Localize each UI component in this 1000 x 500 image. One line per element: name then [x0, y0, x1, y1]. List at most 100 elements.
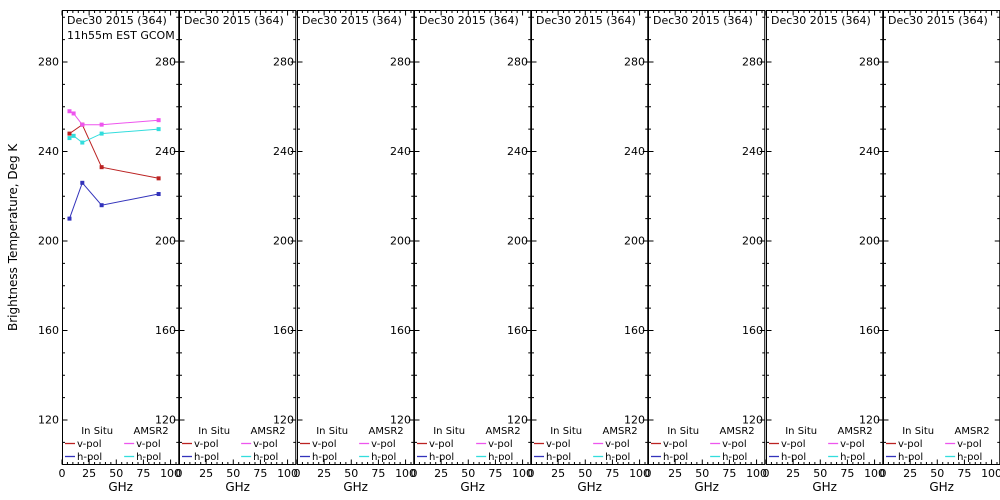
panel-subtitle: 11h55m EST GCOM [67, 29, 175, 42]
x-tick-label: 100 [160, 467, 181, 480]
panel-title: Dec30 2015 (364) [302, 14, 402, 27]
panel-title: Dec30 2015 (364) [419, 14, 519, 27]
x-axis-unit-label: GHz [929, 480, 954, 494]
legend-label: v-pol [136, 439, 161, 450]
series-marker-amsr2_h [80, 140, 85, 145]
y-tick-label: 120 [742, 414, 763, 427]
x-tick-label: 50 [109, 467, 123, 480]
panel-frame [882, 10, 1000, 465]
legend-header: In Situ [902, 426, 934, 437]
x-tick-label: 50 [227, 467, 241, 480]
panel-canvas: 280 240 200 160 120 0 25 50 75 100 GHz Dec30 2015 (… [273, 10, 416, 494]
plot-panel: 280 240 200 160 120 0 25 50 75 100 GHz Dec30 2015 (… [624, 10, 767, 494]
panel-title: Dec30 2015 (364) [536, 14, 636, 27]
legend-label: h-pol [781, 452, 806, 463]
y-tick-label: 280 [507, 56, 528, 69]
legend-header: In Situ [198, 426, 230, 437]
series-marker-amsr2_v [71, 111, 76, 116]
x-tick-label: 100 [629, 467, 650, 480]
legend-label: h-pol [429, 452, 454, 463]
y-tick-label: 120 [624, 414, 645, 427]
y-tick-label: 280 [859, 56, 880, 69]
y-tick-label: 160 [390, 324, 411, 337]
y-tick-label: 240 [38, 145, 59, 158]
series-marker-amsr2_h [99, 131, 104, 136]
plot-panel: 280 240 200 160 120 0 25 50 75 100 GHz Dec30 2015 (… [155, 10, 298, 494]
legend-label: v-pol [253, 439, 278, 450]
panel-canvas: 280 240 200 160 120 0 25 50 75 100 GHz Dec30 2015 (… [390, 10, 533, 494]
legend-label: v-pol [488, 439, 513, 450]
y-tick-label: 240 [390, 145, 411, 158]
series-marker-amsr2_h [67, 136, 72, 141]
plot-panel: 280 240 200 160 120 0 25 50 75 100 GHz Dec30 2015 (… [390, 10, 533, 494]
x-tick-label: 100 [746, 467, 767, 480]
panel-frame [648, 10, 766, 465]
x-tick-label: 75 [371, 467, 385, 480]
x-axis-unit-label: GHz [460, 480, 485, 494]
legend-label: h-pol [371, 452, 396, 463]
x-tick-label: 25 [786, 467, 800, 480]
y-tick-label: 240 [859, 145, 880, 158]
y-tick-label: 200 [507, 235, 528, 248]
y-tick-label: 240 [155, 145, 176, 158]
y-tick-label: 160 [742, 324, 763, 337]
panel-title: Dec30 2015 (364) [771, 14, 871, 27]
panel-title: Dec30 2015 (364) [888, 14, 988, 27]
x-axis-unit-label: GHz [343, 480, 368, 494]
panel-frame [62, 10, 180, 465]
x-tick-label: 0 [59, 467, 66, 480]
y-tick-label: 200 [38, 235, 59, 248]
y-tick-label: 280 [624, 56, 645, 69]
legend-header: AMSR2 [134, 426, 169, 437]
legend-header: In Situ [550, 426, 582, 437]
legend-label: h-pol [312, 452, 337, 463]
legend-label: h-pol [898, 452, 923, 463]
legend-label: h-pol [194, 452, 219, 463]
y-tick-label: 280 [742, 56, 763, 69]
x-tick-label: 100 [395, 467, 416, 480]
y-tick-label: 280 [155, 56, 176, 69]
y-tick-label: 120 [155, 414, 176, 427]
y-tick-label: 200 [390, 235, 411, 248]
y-tick-label: 120 [390, 414, 411, 427]
y-tick-label: 120 [273, 414, 294, 427]
x-axis-unit-label: GHz [695, 480, 720, 494]
panel-frame [179, 10, 297, 465]
x-tick-label: 0 [645, 467, 652, 480]
legend-header: In Situ [316, 426, 348, 437]
series-line-insitu_v [69, 123, 159, 179]
legend-label: v-pol [663, 439, 688, 450]
x-tick-label: 25 [82, 467, 96, 480]
x-tick-label: 25 [668, 467, 682, 480]
y-tick-label: 160 [155, 324, 176, 337]
x-tick-label: 50 [461, 467, 475, 480]
series-line-insitu_h [69, 181, 159, 219]
legend-label: h-pol [957, 452, 982, 463]
series-marker-amsr2_h [156, 127, 161, 132]
x-axis-unit-label: GHz [108, 480, 133, 494]
panel-title: Dec30 2015 (364) [67, 14, 167, 27]
x-tick-label: 100 [277, 467, 298, 480]
legend-header: AMSR2 [954, 426, 989, 437]
y-tick-label: 200 [273, 235, 294, 248]
y-tick-label: 200 [859, 235, 880, 248]
x-tick-label: 0 [176, 467, 183, 480]
legend-label: v-pol [840, 439, 865, 450]
x-tick-label: 50 [696, 467, 710, 480]
legend-label: v-pol [371, 439, 396, 450]
series-marker-amsr2_v [99, 122, 104, 127]
legend-label: h-pol [546, 452, 571, 463]
series-marker-amsr2_v [80, 122, 85, 127]
x-tick-label: 0 [879, 467, 886, 480]
x-tick-label: 25 [199, 467, 213, 480]
plot-panel: 280 240 200 160 120 0 25 50 75 100 GHz Dec30 2015 (… [859, 10, 1000, 494]
x-tick-label: 50 [344, 467, 358, 480]
y-tick-label: 200 [742, 235, 763, 248]
legend-label: h-pol [840, 452, 865, 463]
x-tick-label: 100 [981, 467, 1000, 480]
legend-header: AMSR2 [603, 426, 638, 437]
x-tick-label: 0 [410, 467, 417, 480]
series-marker-insitu_h [80, 180, 85, 185]
legend-label: h-pol [605, 452, 630, 463]
panel-canvas: 280 240 200 160 120 0 25 50 75 100 GHz Dec30 2015 (… [38, 10, 181, 494]
